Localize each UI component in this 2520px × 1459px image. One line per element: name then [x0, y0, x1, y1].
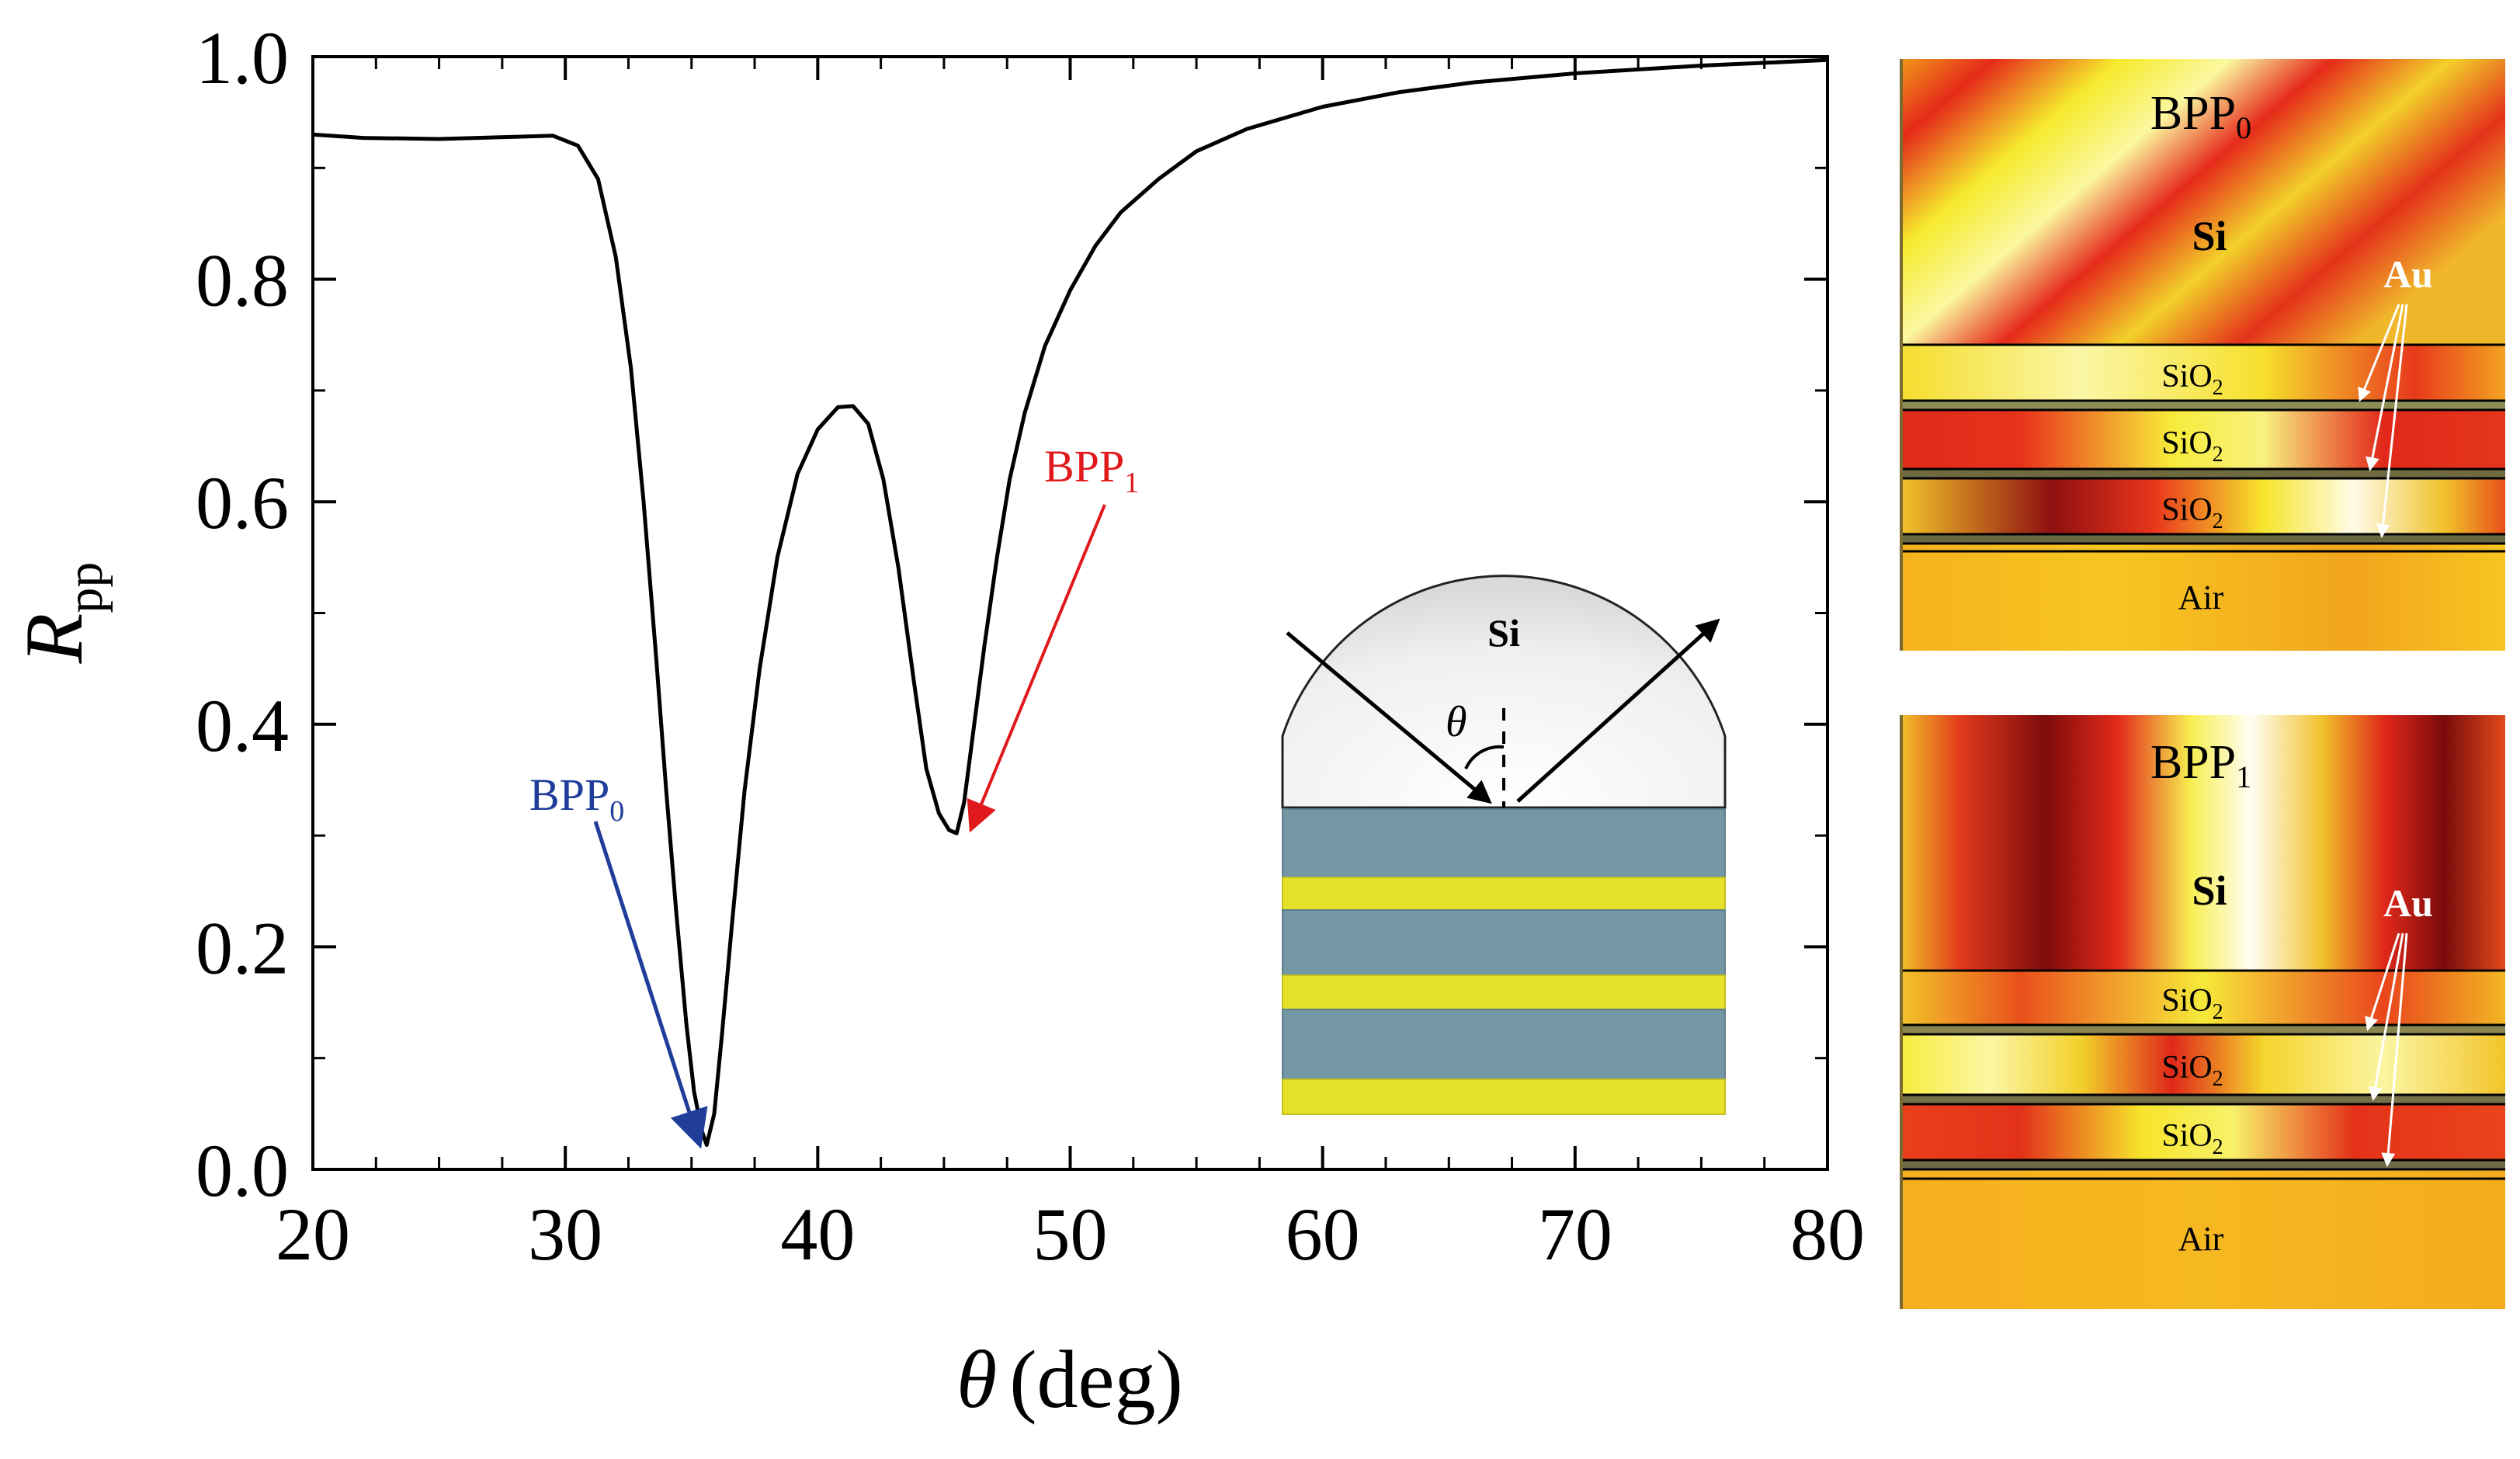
x-tick-label: 20: [276, 1193, 350, 1276]
map1-mode-label: BPP1: [2150, 736, 2251, 794]
map0-au-arrows: [2358, 304, 2408, 538]
incident-ray: [1286, 631, 1492, 804]
kretschmann-inset: Si θ: [1281, 575, 1727, 1115]
map0-air-region: [1900, 544, 2505, 651]
angle-label: θ: [1446, 698, 1467, 746]
y-axis-ticks: 0.0 0.2 0.4 0.6 0.8 1.0: [196, 16, 1828, 1212]
map0-au-label: Au: [2383, 252, 2433, 296]
y-tick-label: 0.0: [196, 1129, 289, 1212]
map0-sio2-label-3: SiO2: [2161, 492, 2223, 533]
x-axis-ticks: 20 30 40 50 60 70 80: [276, 57, 1865, 1276]
bpp0-annotation-arrow: [593, 821, 708, 1149]
x-tick-label: 60: [1286, 1193, 1360, 1276]
field-map-bpp1: BPP1 Si Au SiO2 SiO2 SiO2 Air: [1900, 715, 2505, 1309]
map0-au-layer-2: [1900, 469, 2505, 478]
map1-sio2-layer-3: [1900, 1104, 2505, 1160]
map0-sio2-label-1: SiO2: [2161, 359, 2223, 400]
map1-air-label: Air: [2178, 1220, 2224, 1258]
y-axis-title: Rpp: [9, 562, 113, 665]
map1-air-region: [1900, 1169, 2505, 1309]
bpp1-annotation-label: BPP1: [1044, 441, 1139, 499]
map0-au-layer-3: [1900, 534, 2505, 544]
rpp-curve: [312, 57, 1828, 1147]
map1-si-region: [1900, 715, 2505, 971]
map1-au-layer-3: [1900, 1160, 2505, 1169]
reflectance-plot: 0.00.20.40.60.81.0 20 30 40 50 60 70 80 θ (deg)…: [9, 16, 1865, 1425]
bpp1-annotation-arrow: [967, 504, 1106, 833]
y-axis-symbol: R: [9, 613, 99, 665]
map1-sio2-label-3: SiO2: [2161, 1118, 2223, 1159]
map0-air-label: Air: [2178, 578, 2224, 617]
map1-au-label: Au: [2383, 881, 2433, 925]
multilayer-dielectric-3: [1282, 1009, 1726, 1080]
map1-au-layer-1: [1900, 1025, 2505, 1034]
y-tick-label: 0.2: [196, 906, 289, 989]
x-axis-unit: (deg): [1009, 1334, 1183, 1425]
map0-si-region: [1900, 59, 2505, 345]
map0-mode-label: BPP0: [2150, 87, 2251, 145]
multilayer-metal-3: [1282, 1079, 1726, 1115]
map0-sio2-layer-3: [1900, 478, 2505, 534]
map1-sio2-label-1: SiO2: [2161, 983, 2223, 1024]
x-tick-label: 70: [1538, 1193, 1612, 1276]
prism-label: Si: [1487, 611, 1520, 655]
map1-sio2-label-2: SiO2: [2161, 1050, 2223, 1091]
map1-au-layer-2: [1900, 1095, 2505, 1104]
bpp0-annotation-label: BPP0: [529, 769, 624, 828]
x-axis-title: θ (deg): [956, 1334, 1183, 1425]
y-axis-subscript: pp: [57, 562, 113, 613]
field-map-bpp0: BPP0 Si Au SiO2 SiO2 SiO2 Air: [1900, 59, 2505, 651]
map1-si-label: Si: [2192, 867, 2227, 914]
map0-sio2-layer-2: [1900, 410, 2505, 469]
map0-si-label: Si: [2192, 213, 2227, 259]
multilayer-dielectric-2: [1282, 909, 1726, 976]
plot-frame: [311, 55, 1829, 1171]
map1-au-arrows: [2365, 933, 2408, 1167]
map1-sio2-layer-1: [1900, 971, 2505, 1025]
x-tick-label: 80: [1790, 1193, 1865, 1276]
map1-sio2-layer-2: [1900, 1034, 2505, 1095]
map0-sio2-layer-1: [1900, 345, 2505, 401]
x-tick-label: 40: [780, 1193, 855, 1276]
map0-layer-lines: [1900, 343, 2505, 553]
x-tick-label: 50: [1033, 1193, 1108, 1276]
reflected-ray: [1516, 618, 1720, 803]
x-axis-symbol: θ: [956, 1334, 997, 1425]
multilayer-dielectric-1: [1282, 808, 1726, 878]
multilayer-metal-1: [1282, 877, 1726, 911]
angle-arc: [1464, 745, 1505, 769]
map1-layer-lines: [1900, 969, 2505, 1180]
y-tick-label: 0.4: [196, 684, 289, 767]
map0-sio2-label-2: SiO2: [2161, 426, 2223, 467]
svg-text:Rpp: Rpp: [9, 562, 113, 665]
y-tick-label: 0.6: [196, 461, 289, 544]
multilayer-metal-2: [1282, 974, 1726, 1010]
map0-au-layer-1: [1900, 401, 2505, 410]
y-tick-label: 0.8: [196, 239, 289, 322]
x-tick-label: 30: [528, 1193, 602, 1276]
y-tick-label: 1.0: [196, 16, 289, 99]
